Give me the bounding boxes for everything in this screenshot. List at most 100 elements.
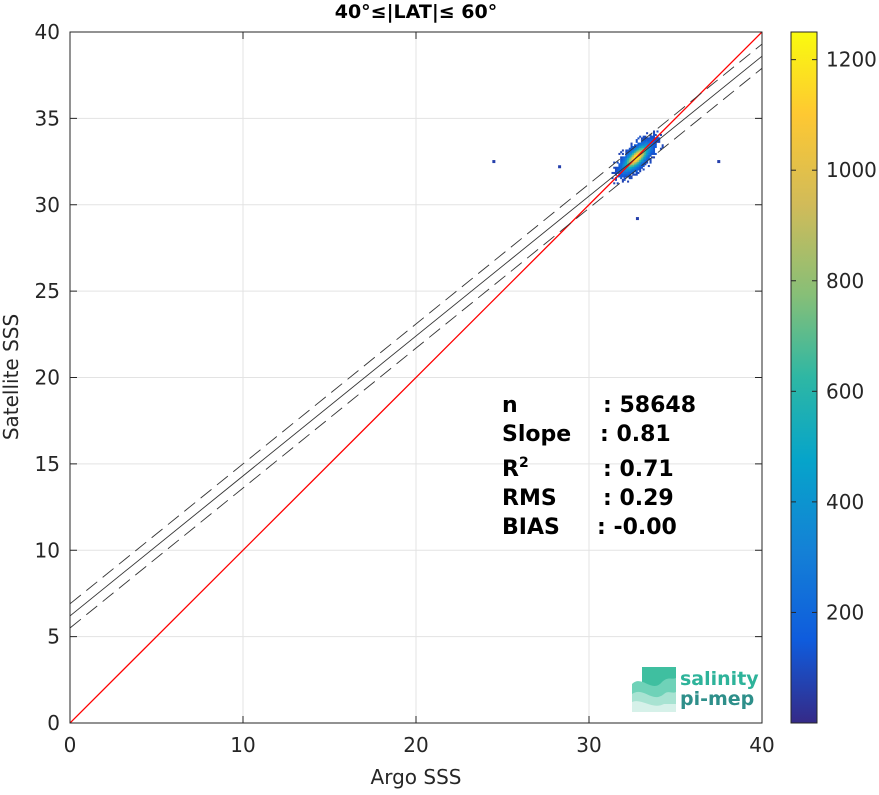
- density-bin: [653, 137, 656, 140]
- density-bin: [630, 170, 633, 173]
- density-bin: [635, 139, 638, 142]
- density-bin: [623, 158, 626, 161]
- density-bin: [632, 156, 635, 159]
- density-bin: [661, 146, 664, 149]
- density-bin: [640, 147, 643, 150]
- density-bin: [640, 142, 643, 145]
- x-tick-label: 40: [749, 733, 774, 757]
- density-bin: [635, 173, 638, 176]
- density-bin: [633, 168, 637, 171]
- y-tick-label: 20: [35, 366, 60, 390]
- density-bin: [632, 161, 635, 164]
- density-bin: [646, 149, 649, 152]
- density-bin: [630, 165, 633, 168]
- density-bin: [654, 139, 657, 142]
- y-tick-label: 5: [47, 625, 60, 649]
- density-bin: [613, 161, 616, 164]
- density-bin: [628, 152, 631, 155]
- density-bin: [637, 147, 640, 150]
- density-bin: [628, 159, 631, 162]
- density-bin: [653, 147, 656, 150]
- density-bin: [635, 166, 638, 169]
- density-bin: [642, 159, 645, 162]
- density-bin: [630, 159, 633, 162]
- density-bin: [630, 163, 633, 166]
- density-bin: [616, 161, 619, 164]
- x-axis-label: Argo SSS: [371, 765, 462, 789]
- density-bin: [646, 140, 649, 143]
- wave-logo-icon: [632, 667, 676, 712]
- density-bin: [632, 158, 635, 161]
- density-bin: [620, 158, 623, 161]
- density-bin: [625, 173, 628, 176]
- density-bin: [649, 144, 652, 147]
- density-bin: [627, 154, 630, 157]
- density-bin: [642, 152, 645, 155]
- density-bin: [620, 163, 623, 166]
- chart-title: 40°≤|LAT|≤ 60°: [335, 1, 498, 23]
- density-bin: [661, 144, 664, 147]
- density-bin: [649, 133, 652, 136]
- density-bin: [656, 139, 659, 142]
- density-bin: [627, 171, 630, 174]
- density-bin: [640, 144, 643, 147]
- density-bin: [613, 171, 616, 174]
- density-bin: [640, 163, 643, 166]
- density-bin: [621, 149, 624, 152]
- density-bin: [632, 168, 635, 171]
- density-bin: [640, 139, 643, 142]
- density-bin: [635, 170, 638, 173]
- regression-line: [70, 55, 762, 617]
- density-bin: [621, 180, 624, 183]
- density-bin: [646, 144, 649, 147]
- density-bin: [618, 163, 621, 166]
- density-bin: [623, 173, 626, 176]
- density-bin: [630, 166, 633, 169]
- density-bin: [647, 139, 650, 142]
- density-bin: [646, 156, 649, 159]
- density-bin: [658, 140, 661, 143]
- density-bin: [649, 158, 652, 161]
- density-bin: [651, 146, 654, 149]
- density-bin: [620, 156, 623, 159]
- density-bin: [633, 154, 637, 157]
- density-bin: [621, 161, 624, 164]
- axis-ticks: 0 10 20 30 40 0 5 10 15 20 25 30 35 40: [35, 20, 775, 757]
- colorbar-gradient: [791, 32, 817, 723]
- y-axis-label: Satellite SSS: [0, 314, 23, 440]
- density-bin: [635, 146, 638, 149]
- density-bin: [646, 152, 649, 155]
- density-bin: [623, 161, 626, 164]
- density-bin: [632, 163, 635, 166]
- density-bin: [637, 168, 640, 171]
- stat-value: : -0.00: [597, 515, 677, 540]
- density-bin: [649, 159, 652, 162]
- density-bin: [642, 137, 645, 140]
- density-bin: [646, 142, 649, 145]
- density-bin: [620, 177, 623, 180]
- density-bin: [628, 170, 631, 173]
- density-bin: [625, 151, 628, 154]
- density-bin: [627, 180, 630, 183]
- density-bin: [635, 151, 638, 154]
- density-bin: [649, 137, 652, 140]
- density-bin: [630, 147, 633, 150]
- density-bin: [649, 135, 652, 138]
- density-bin: [649, 161, 652, 164]
- outlier-bin: [558, 165, 562, 169]
- density-bin: [627, 161, 630, 164]
- density-bin: [632, 173, 635, 176]
- density-bin: [637, 159, 640, 162]
- density-bin: [640, 154, 643, 157]
- density-bin: [633, 166, 637, 169]
- density-bin: [618, 152, 621, 155]
- density-bin: [651, 142, 654, 145]
- density-bin: [633, 165, 637, 168]
- density-bin: [632, 151, 635, 154]
- density-bin: [627, 168, 630, 171]
- stat-value: : 0.29: [603, 486, 674, 511]
- density-bin: [640, 165, 643, 168]
- density-bin: [616, 170, 619, 173]
- density-bin: [646, 154, 649, 157]
